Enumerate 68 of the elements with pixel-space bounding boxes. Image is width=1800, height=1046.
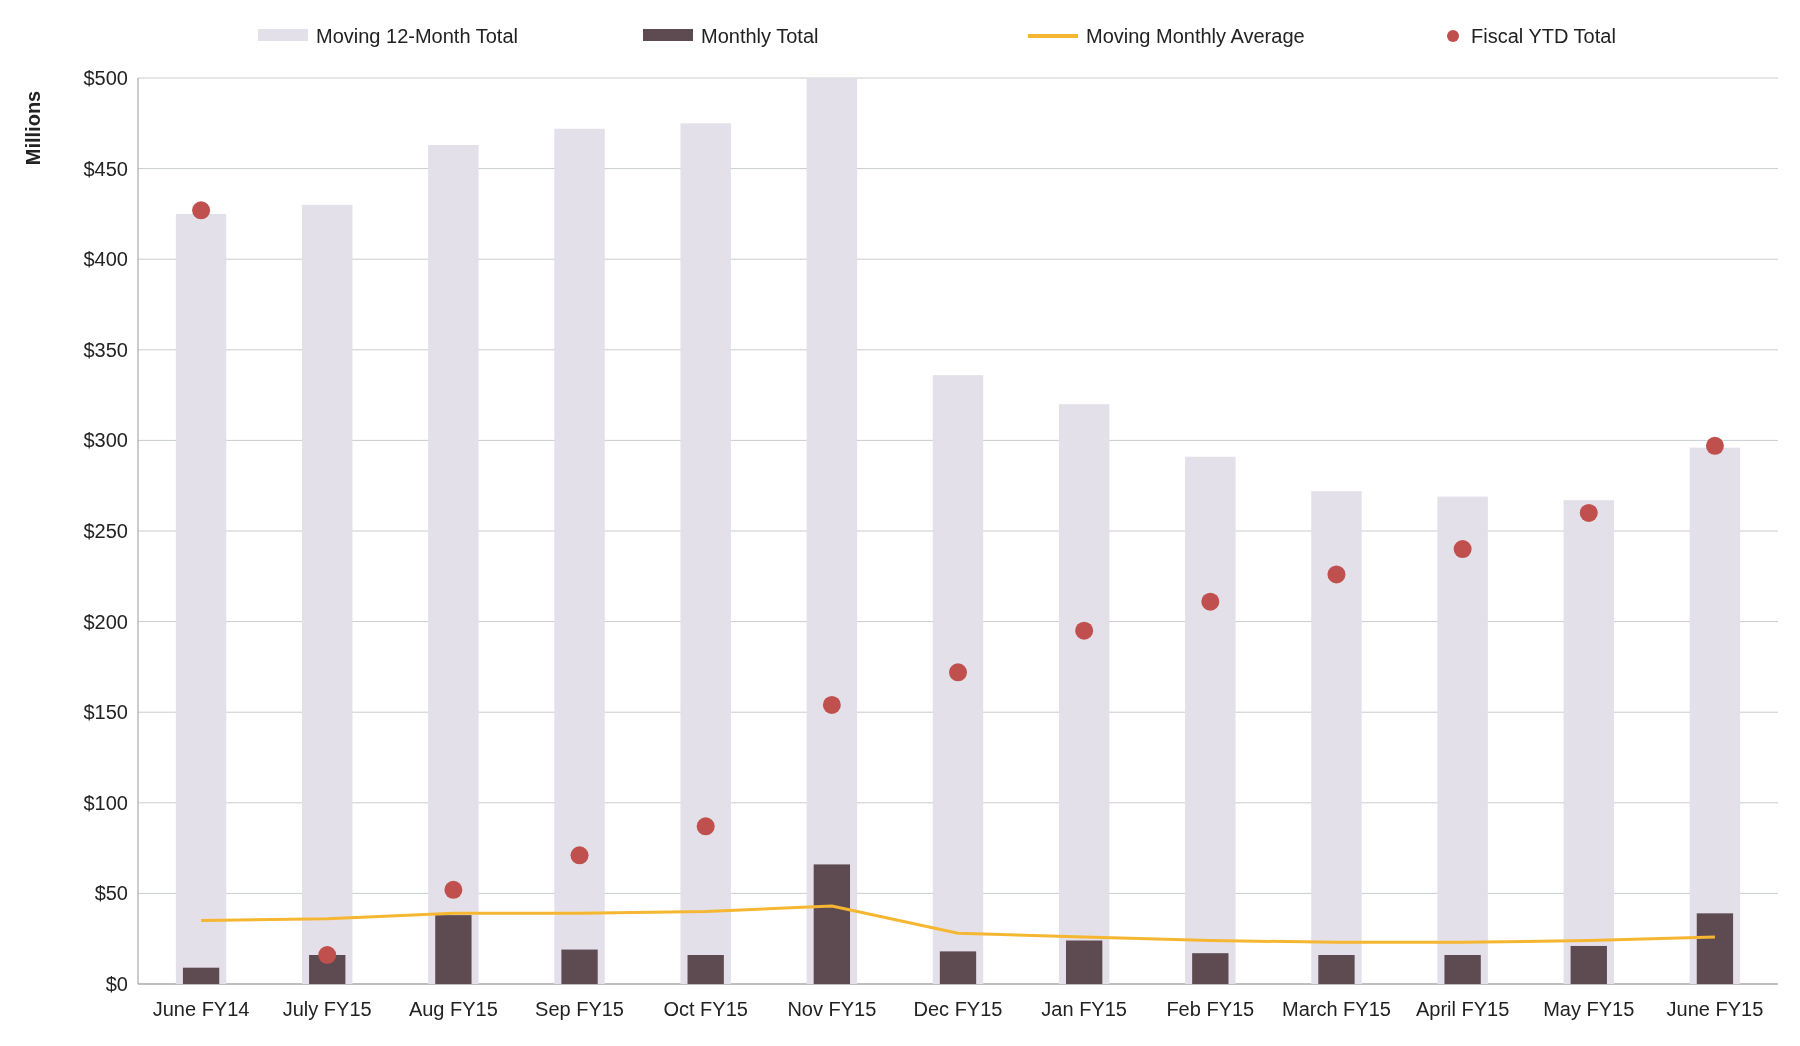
y-tick-label: $150 [83, 701, 128, 724]
bar [932, 375, 984, 984]
point [822, 695, 841, 714]
x-tick-label: April FY15 [1415, 998, 1510, 1020]
y-tick-label: $200 [83, 610, 128, 633]
legend-label: Moving 12-Month Total [316, 25, 518, 47]
point [318, 946, 337, 965]
y-tick-label: $450 [83, 157, 128, 180]
point [570, 846, 589, 865]
y-tick-label: $400 [83, 248, 128, 271]
bar [1192, 953, 1229, 984]
y-tick-label: $350 [83, 338, 128, 361]
bar [813, 864, 851, 984]
x-tick-label: Oct FY15 [663, 998, 748, 1020]
x-tick-label: June FY15 [1666, 998, 1764, 1020]
bar [182, 967, 220, 984]
legend-label: Monthly Total [701, 25, 819, 47]
bar [302, 204, 353, 984]
y-tick-label: $50 [94, 882, 128, 905]
point [1579, 503, 1598, 522]
point [192, 201, 211, 220]
bar [1570, 945, 1607, 984]
x-tick-label: July FY15 [282, 998, 372, 1020]
point [444, 880, 463, 899]
point [949, 663, 967, 682]
point [1201, 592, 1220, 611]
x-tick-label: Dec FY15 [913, 998, 1003, 1020]
point [696, 817, 715, 836]
point [1075, 621, 1094, 640]
x-tick-label: March FY15 [1281, 998, 1391, 1020]
bar [680, 123, 731, 984]
bar [1185, 456, 1236, 984]
y-tick-label: $0 [105, 973, 128, 995]
bar [1563, 500, 1614, 984]
bar [554, 128, 605, 984]
x-tick-label: Jan FY15 [1041, 998, 1127, 1020]
x-tick-label: May FY15 [1543, 998, 1635, 1020]
x-tick-label: Sep FY15 [535, 998, 625, 1020]
point [1705, 436, 1724, 455]
y-tick-label: $500 [83, 67, 128, 89]
x-tick-label: Feb FY15 [1166, 998, 1255, 1020]
bar [435, 915, 472, 984]
bar [175, 213, 227, 984]
bar [1689, 447, 1741, 984]
x-tick-label: June FY14 [152, 998, 250, 1020]
bar [1065, 940, 1103, 984]
bar [1437, 496, 1488, 984]
y-tick-label: $100 [83, 791, 128, 814]
x-tick-label: Aug FY15 [408, 998, 498, 1020]
bar [806, 78, 858, 984]
line-series [199, 904, 1717, 944]
legend-label: Fiscal YTD Total [1471, 25, 1616, 47]
x-tick-label: Nov FY15 [787, 998, 877, 1020]
legend-label: Moving Monthly Average [1086, 25, 1305, 47]
bar [1058, 404, 1110, 984]
y-axis-title: Millions [22, 90, 44, 166]
bar [561, 949, 598, 984]
bar [1318, 955, 1355, 984]
point [1453, 540, 1472, 559]
bar [939, 951, 977, 984]
bar [428, 145, 479, 984]
bar [1311, 491, 1362, 984]
bar [1696, 913, 1734, 984]
y-tick-label: $300 [83, 429, 128, 452]
bar [687, 955, 724, 984]
point [1327, 565, 1346, 584]
bar [1444, 955, 1481, 984]
y-tick-label: $250 [83, 520, 128, 542]
